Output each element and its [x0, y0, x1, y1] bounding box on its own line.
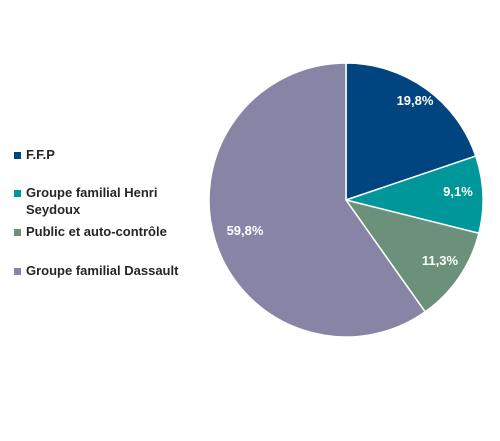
slice-data-label-2: 11,3% [422, 253, 459, 268]
chart-legend: F.F.P Groupe familial Henri Seydoux Publ… [14, 0, 214, 441]
slice-data-label-1: 9,1% [443, 184, 473, 199]
legend-swatch-dassault [14, 268, 21, 275]
pie-slice-0 [345, 62, 477, 202]
pie-slice-2 [344, 198, 480, 313]
slice-data-label-0: 19,8% [397, 93, 434, 108]
legend-item-dassault: Groupe familial Dassault [14, 262, 204, 279]
legend-swatch-public [14, 229, 21, 236]
pie-slice-1 [343, 155, 484, 235]
legend-swatch-ffp [14, 152, 21, 159]
legend-item-seydoux: Groupe familial Henri Seydoux [14, 184, 204, 218]
slice-data-label-3: 59,8% [227, 223, 264, 238]
legend-label-seydoux: Groupe familial Henri Seydoux [26, 185, 158, 217]
legend-swatch-seydoux [14, 190, 21, 197]
pie-slice-3 [208, 62, 427, 338]
legend-item-public: Public et auto-contrôle [14, 223, 204, 240]
legend-label-public: Public et auto-contrôle [26, 224, 167, 239]
legend-label-dassault: Groupe familial Dassault [26, 263, 179, 278]
legend-item-ffp: F.F.P [14, 146, 204, 163]
legend-label-ffp: F.F.P [26, 147, 55, 162]
